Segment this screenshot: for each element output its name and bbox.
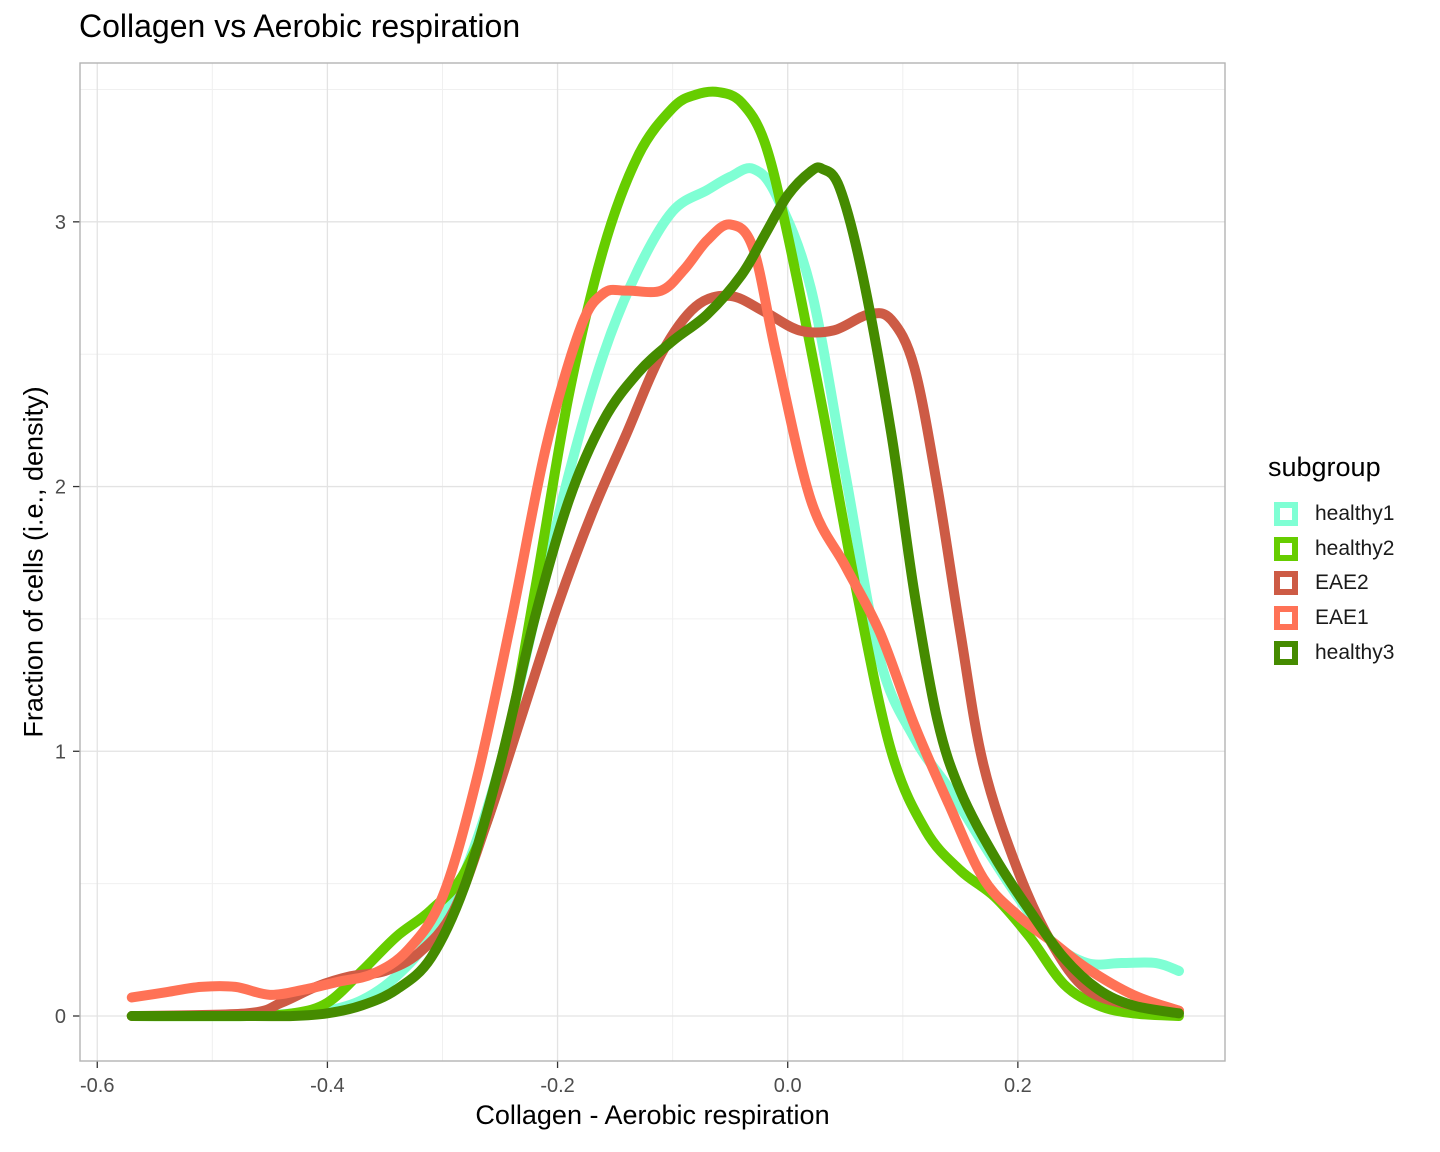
- axis-ticks: -0.6 -0.4 -0.2 0.0 0.2 0 1 2 3: [55, 212, 1032, 1097]
- legend-item-healthy3: healthy3: [1268, 635, 1394, 670]
- x-tick-label: 0.2: [1004, 1075, 1032, 1097]
- series-line-healthy3: [126, 162, 1184, 1022]
- legend-label: EAE1: [1315, 606, 1369, 630]
- series-lines: [126, 86, 1184, 1022]
- x-tick-label: -0.6: [80, 1075, 114, 1097]
- legend-key-swatch: [1274, 571, 1298, 596]
- x-tick-label: -0.2: [540, 1075, 574, 1097]
- x-axis-title: Collagen - Aerobic respiration: [475, 1100, 830, 1130]
- legend-item-EAE2: EAE2: [1268, 566, 1394, 601]
- x-tick-label: 0.0: [774, 1075, 802, 1097]
- legend-label: healthy3: [1315, 640, 1395, 664]
- legend-key-swatch: [1274, 606, 1298, 631]
- x-tick-label: -0.4: [310, 1075, 344, 1097]
- legend-label: EAE2: [1315, 571, 1369, 595]
- legend-item-healthy2: healthy2: [1268, 532, 1394, 567]
- legend-items: healthy1 healthy2 EAE2 EAE1 healthy3: [1268, 497, 1394, 670]
- legend-item-EAE1: EAE1: [1268, 601, 1394, 636]
- y-tick-label: 3: [55, 212, 66, 234]
- legend-item-healthy1: healthy1: [1268, 497, 1394, 532]
- y-axis-title: Fraction of cells (i.e., density): [18, 386, 49, 738]
- legend-label: healthy1: [1315, 502, 1395, 526]
- legend-title: subgroup: [1268, 452, 1381, 482]
- legend-key-swatch: [1274, 640, 1298, 665]
- y-tick-label: 0: [55, 1006, 66, 1028]
- legend-key-swatch: [1274, 536, 1298, 561]
- chart-title: Collagen vs Aerobic respiration: [79, 8, 521, 44]
- legend-key-swatch: [1274, 502, 1298, 527]
- y-tick-label: 2: [55, 477, 66, 499]
- y-tick-label: 1: [55, 741, 66, 763]
- legend-label: healthy2: [1315, 536, 1395, 560]
- panel-border: [79, 62, 1226, 1062]
- series-line-EAE1: [126, 219, 1184, 1016]
- series-line-healthy2: [126, 86, 1184, 1022]
- grid-lines: [80, 63, 1225, 1061]
- legend: subgroup healthy1 healthy2 EAE2 EAE1 healthy…: [1268, 452, 1394, 670]
